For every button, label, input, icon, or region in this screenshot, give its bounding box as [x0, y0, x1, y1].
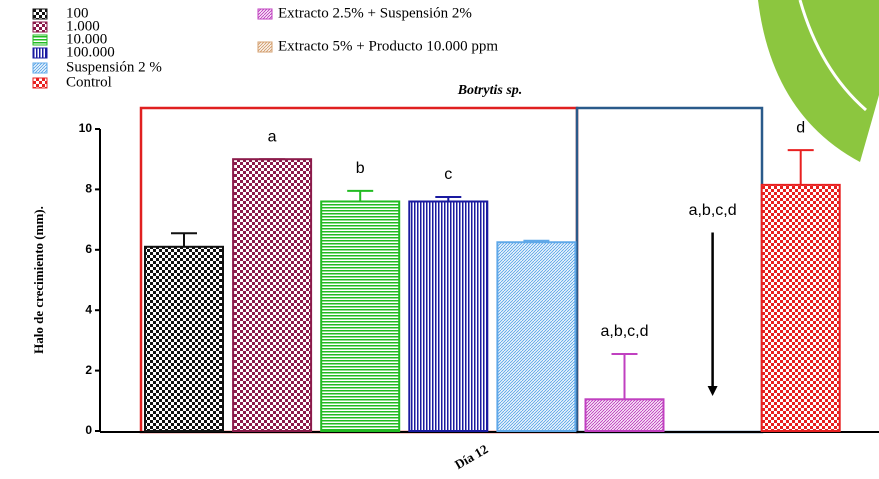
leaf-decoration: [758, 0, 879, 162]
legend-label: Extracto 5% + Producto 10.000 ppm: [278, 38, 498, 54]
x-tick-label: Día 12: [452, 441, 490, 472]
bar: [145, 247, 223, 431]
y-tick-label: 10: [79, 121, 93, 135]
annotation: d: [796, 119, 805, 136]
legend-swatch: [33, 35, 47, 45]
legend-swatch: [33, 63, 47, 73]
arrow-head: [708, 386, 718, 396]
y-tick-label: 2: [85, 363, 92, 377]
y-tick-label: 8: [85, 182, 92, 196]
legend-label: Extracto 2.5% + Suspensión 2%: [278, 5, 472, 21]
legend-swatch: [258, 42, 272, 52]
y-axis-label: Halo de crecimiento (mm).: [31, 206, 46, 354]
legend-swatch: [33, 48, 47, 58]
bar: [497, 242, 575, 431]
y-tick-label: 0: [85, 423, 92, 437]
group-box-blue: [577, 108, 762, 432]
annotation: a,b,c,d: [689, 202, 737, 219]
legend-label: 100.000: [66, 44, 115, 60]
annotation: c: [444, 166, 452, 183]
legend-label: Suspensión 2 %: [66, 59, 162, 75]
bar: [409, 201, 487, 431]
legend-swatch: [33, 9, 47, 19]
chart-title: Botrytis sp.: [457, 83, 523, 98]
chart: Botrytis sp. Halo de crecimiento (mm). D…: [0, 0, 879, 479]
legend-swatch: [33, 78, 47, 88]
legend-swatch: [33, 22, 47, 32]
annotation: a,b,c,d: [600, 323, 648, 340]
y-tick-label: 6: [85, 242, 92, 256]
annotation: b: [356, 160, 365, 177]
bar: [762, 185, 840, 431]
bar: [586, 399, 664, 431]
legend-label: Control: [66, 74, 112, 90]
annotation: a: [268, 128, 277, 145]
legend-swatch: [258, 9, 272, 19]
bar: [233, 159, 311, 431]
bar: [321, 201, 399, 431]
y-tick-label: 4: [85, 302, 92, 316]
